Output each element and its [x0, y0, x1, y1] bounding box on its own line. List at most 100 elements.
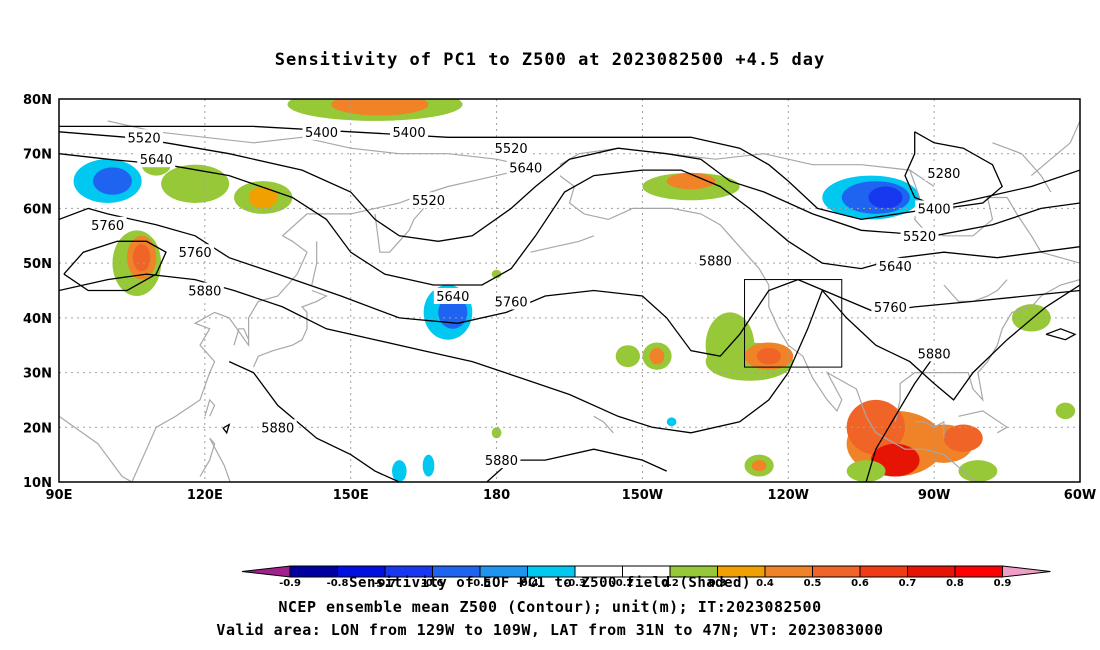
contour-label-bg [258, 419, 297, 436]
lon-label: 150W [622, 488, 663, 503]
contour-label-bg [924, 164, 963, 181]
contour-line [228, 361, 400, 482]
contour-label: 5520 [412, 194, 445, 209]
contour-label: 5640 [436, 290, 469, 305]
coastline [1031, 120, 1080, 177]
colorbar-label: -0.6 [422, 578, 444, 589]
z500-contours [59, 125, 1080, 482]
contour-line [59, 273, 1080, 434]
coastline [311, 241, 318, 286]
contour-label-bg [492, 293, 531, 310]
coastline [992, 142, 1052, 193]
lat-label: 50N [23, 257, 52, 272]
sensitivity-blob [751, 460, 767, 472]
contour-label-bg [915, 200, 954, 217]
contour-label-bg [125, 129, 164, 146]
contour-label: 5880 [699, 254, 732, 269]
colorbar-label: -0.5 [469, 578, 491, 589]
sensitivity-blob [161, 164, 230, 203]
coastline [252, 289, 328, 368]
colorbar-label: -0.4 [517, 578, 539, 589]
contour-label-bg [176, 244, 215, 261]
lat-label: 80N [23, 93, 52, 108]
sensitivity-blob [93, 167, 132, 195]
colorbar-label: 0.7 [899, 578, 917, 589]
lat-label: 70N [23, 148, 52, 163]
colorbar-label: -0.7 [374, 578, 396, 589]
contour-label: 5880 [261, 421, 294, 436]
coastline [199, 437, 231, 482]
colorbar-label: 0.9 [994, 578, 1012, 589]
sensitivity-blob [422, 454, 435, 477]
contour-label: 5520 [495, 142, 528, 157]
contour-label: 5520 [128, 131, 161, 146]
colorbar-label: -0.2 [612, 578, 634, 589]
caption-contour: NCEP ensemble mean Z500 (Contour); unit(… [278, 598, 822, 616]
sensitivity-blob [649, 347, 665, 365]
coastline [593, 415, 614, 434]
gridlines [59, 99, 1080, 482]
contour-label: 5760 [179, 246, 212, 261]
coastline [59, 169, 522, 482]
contour-label-bg [915, 345, 954, 362]
coastline [914, 420, 945, 439]
contour-label-bg [506, 159, 545, 176]
contour-label: 5880 [188, 285, 221, 300]
sensitivity-blob [943, 424, 983, 452]
lon-label: 90W [918, 488, 950, 503]
contour-label: 5880 [485, 454, 518, 469]
contour-label-bg [302, 123, 341, 140]
sensitivity-blob [846, 460, 886, 482]
sensitivity-blob [392, 460, 407, 482]
colorbar-right-arrow [1002, 565, 1051, 578]
contour-label: 5400 [393, 126, 426, 141]
lon-label: 90E [46, 488, 73, 503]
lat-label: 20N [23, 421, 52, 436]
contour-label-bg [696, 252, 735, 269]
lat-label: 60N [23, 202, 52, 217]
lat-label: 10N [23, 476, 52, 491]
contour-label-bg [390, 123, 429, 140]
lon-label: 120E [187, 488, 223, 503]
lon-label: 120W [768, 488, 809, 503]
sensitivity-blob [132, 243, 151, 272]
contour-label-bg [876, 257, 915, 274]
contour-label-bg [900, 227, 939, 244]
contour-line [63, 240, 167, 292]
lon-label: 180 [483, 488, 510, 503]
contour-label-bg [492, 140, 531, 157]
contour-label-bg [185, 282, 224, 299]
contour-label-bg [137, 151, 176, 168]
caption-shading: Sensitivity of EOF PC1 to Z500 field (Sh… [349, 575, 751, 591]
colorbar-label: -0.3 [564, 578, 586, 589]
colorbar-label: 0.3 [709, 578, 727, 589]
lon-label: 60W [1064, 488, 1096, 503]
sensitivity-blob [615, 345, 640, 368]
contour-line [59, 131, 1080, 242]
lon-label: 150E [333, 488, 369, 503]
sensitivity-blob [248, 186, 278, 209]
colorbar-label: 0.6 [851, 578, 869, 589]
contour-label: 5640 [509, 161, 542, 176]
contour-label-bg [88, 216, 127, 233]
sensitivity-blob [666, 172, 716, 190]
map-title: Sensitivity of PC1 to Z500 at 2023082500… [274, 50, 826, 70]
contour-line [1045, 328, 1077, 341]
sensitivity-blob [666, 417, 677, 427]
contour-label: 5280 [927, 167, 960, 182]
colorbar-label: -0.8 [327, 578, 349, 589]
colorbar-label: 0.2 [661, 578, 679, 589]
contour-label: 5760 [874, 301, 907, 316]
contour-line [222, 423, 231, 435]
caption-valid-area: Valid area: LON from 129W to 109W, LAT f… [216, 621, 884, 639]
contour-label: 5400 [918, 202, 951, 217]
lat-label: 30N [23, 367, 52, 382]
colorbar-label: 0.8 [946, 578, 964, 589]
contour-label-bg [871, 298, 910, 315]
sensitivity-blob [958, 460, 998, 482]
colorbar-label: 0.5 [804, 578, 822, 589]
coastline [530, 235, 595, 253]
sensitivity-blob [1055, 402, 1076, 420]
